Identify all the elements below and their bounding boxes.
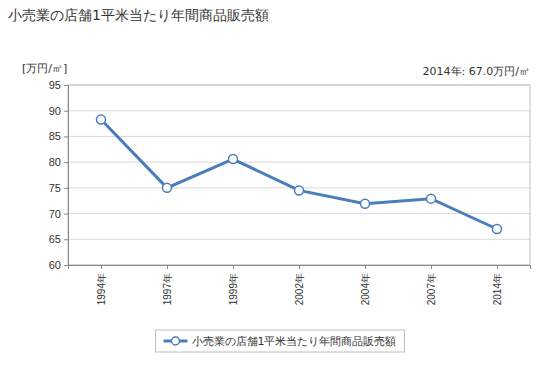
- x-tick: 2004年: [360, 265, 371, 305]
- y-axis-label: [万円/㎡]: [22, 62, 67, 75]
- grid-line: [68, 239, 530, 240]
- marks: [97, 115, 502, 234]
- y-tick-mark: [64, 162, 68, 163]
- data-point: [229, 155, 238, 164]
- y-tick: 75: [49, 182, 68, 194]
- x-tick: 2002年: [294, 265, 305, 305]
- y-axis-line: [64, 86, 69, 266]
- x-tick-label: 2004年: [360, 273, 371, 305]
- y-tick-label: 85: [49, 130, 61, 142]
- chart: 小売業の店舗1平米当たり年間商品販売額 [万円/㎡] 2014年: 67.0万円/㎡…: [0, 0, 560, 366]
- y-tick-mark: [64, 239, 68, 240]
- title: 小売業の店舗1平米当たり年間商品販売額: [8, 7, 269, 23]
- legend-marker: [172, 337, 180, 345]
- y-tick: 80: [49, 156, 68, 168]
- y-tick-mark: [64, 111, 68, 112]
- x-axis-line: [69, 266, 531, 270]
- y-tick: 95: [49, 79, 68, 91]
- y-tick-label: 80: [49, 156, 61, 168]
- plot-frame: [68, 85, 530, 265]
- legend-label: 小売業の店舗1平米当たり年間商品販売額: [192, 335, 397, 348]
- x-tick-mark: [167, 265, 168, 269]
- y-tick-label: 95: [49, 79, 61, 91]
- x-tick: 2014年: [492, 265, 503, 305]
- y-tick-mark: [64, 214, 68, 215]
- y-tick-mark: [64, 188, 68, 189]
- x-tick: 1994年: [96, 265, 107, 305]
- y-tick: 60: [49, 259, 68, 271]
- y-tick-label: 75: [49, 182, 61, 194]
- y-tick-label: 70: [49, 208, 61, 220]
- y-tick-mark: [64, 265, 68, 266]
- x-tick-mark: [233, 265, 234, 269]
- x-tick: 1997年: [162, 265, 173, 305]
- x-tick-label: 1999年: [228, 273, 239, 305]
- y-tick-label: 60: [49, 259, 61, 271]
- y-tick: 85: [49, 130, 68, 142]
- y-tick-label: 65: [49, 233, 61, 245]
- y-tick: 70: [49, 208, 68, 220]
- data-point: [97, 115, 106, 124]
- x-axis: 1994年 1997年 1999年 2002年 2004年 2007年 2014年: [69, 265, 531, 305]
- y-axis: 60 65 70 75 80 85 90 95: [49, 79, 69, 271]
- y-tick: 65: [49, 233, 68, 245]
- x-tick-label: 1997年: [162, 273, 173, 305]
- data-point: [493, 225, 502, 234]
- data-point: [361, 199, 370, 208]
- plot: 60 65 70 75 80 85 90 95 1994年 1997年 1999年 2002年 2004…: [49, 79, 531, 305]
- grid-line: [68, 162, 530, 163]
- grid-line: [68, 110, 530, 111]
- x-tick-label: 2014年: [492, 273, 503, 305]
- legend: 小売業の店舗1平米当たり年間商品販売額: [156, 330, 405, 352]
- x-tick: 1999年: [228, 265, 239, 305]
- data-point: [427, 194, 436, 203]
- x-tick-mark: [365, 265, 366, 269]
- data-point: [163, 183, 172, 192]
- legend-box: [156, 330, 405, 352]
- x-tick: 2007年: [426, 265, 437, 305]
- x-tick-mark: [101, 265, 102, 269]
- x-tick-label: 1994年: [96, 273, 107, 305]
- legend-item: 小売業の店舗1平米当たり年間商品販売額: [164, 335, 397, 348]
- grid-line: [68, 136, 530, 137]
- y-tick-mark: [64, 85, 68, 86]
- annotation: 2014年: 67.0万円/㎡: [423, 65, 530, 78]
- x-tick-mark: [299, 265, 300, 269]
- y-tick-mark: [64, 136, 68, 137]
- x-tick-label: 2007年: [426, 273, 437, 305]
- x-tick-mark: [431, 265, 432, 269]
- x-tick-label: 2002年: [294, 273, 305, 305]
- y-tick-label: 90: [49, 105, 61, 117]
- x-tick-mark: [497, 265, 498, 269]
- data-point: [295, 186, 304, 195]
- y-tick: 90: [49, 105, 68, 117]
- series-line: [101, 119, 497, 229]
